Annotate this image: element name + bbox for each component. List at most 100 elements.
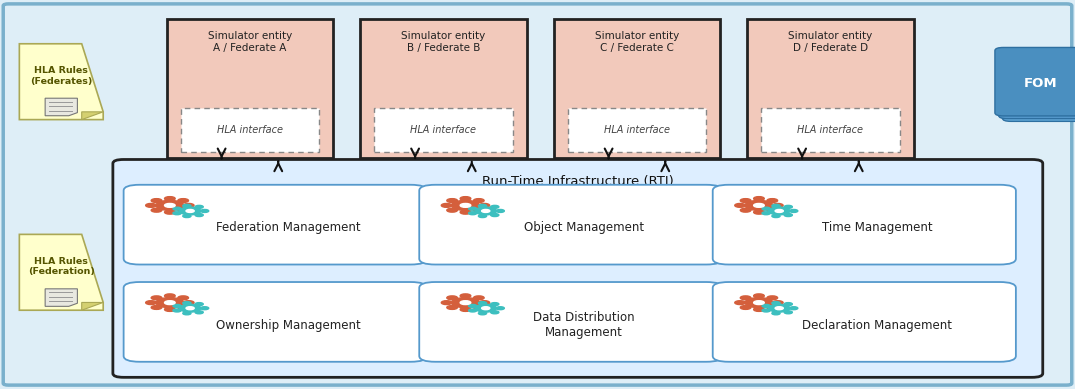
Circle shape bbox=[152, 305, 162, 309]
FancyBboxPatch shape bbox=[124, 282, 427, 362]
Circle shape bbox=[452, 298, 479, 308]
Circle shape bbox=[766, 296, 777, 300]
Circle shape bbox=[164, 203, 175, 207]
Circle shape bbox=[447, 296, 458, 300]
Circle shape bbox=[195, 311, 203, 314]
FancyBboxPatch shape bbox=[568, 108, 706, 152]
Circle shape bbox=[186, 209, 195, 212]
Circle shape bbox=[773, 203, 783, 207]
Circle shape bbox=[784, 205, 792, 209]
FancyBboxPatch shape bbox=[713, 282, 1016, 362]
FancyBboxPatch shape bbox=[360, 19, 527, 158]
FancyBboxPatch shape bbox=[419, 185, 722, 265]
Circle shape bbox=[741, 305, 751, 309]
FancyBboxPatch shape bbox=[181, 108, 319, 152]
Circle shape bbox=[773, 301, 783, 305]
Circle shape bbox=[452, 200, 479, 210]
Text: Time Management: Time Management bbox=[822, 221, 932, 234]
Polygon shape bbox=[45, 289, 77, 307]
FancyBboxPatch shape bbox=[1003, 53, 1075, 121]
Circle shape bbox=[762, 309, 770, 312]
Circle shape bbox=[469, 207, 476, 210]
Circle shape bbox=[460, 197, 471, 200]
Text: Simulator entity
C / Federate C: Simulator entity C / Federate C bbox=[594, 31, 679, 53]
Circle shape bbox=[754, 294, 764, 298]
FancyBboxPatch shape bbox=[167, 19, 333, 158]
Circle shape bbox=[177, 208, 188, 212]
Circle shape bbox=[772, 204, 780, 207]
FancyBboxPatch shape bbox=[419, 282, 722, 362]
Circle shape bbox=[195, 214, 203, 217]
Circle shape bbox=[762, 207, 770, 210]
Circle shape bbox=[460, 203, 471, 207]
Circle shape bbox=[478, 301, 487, 305]
Circle shape bbox=[775, 209, 784, 212]
Circle shape bbox=[186, 307, 195, 310]
Circle shape bbox=[195, 303, 203, 306]
Circle shape bbox=[769, 207, 790, 215]
FancyBboxPatch shape bbox=[3, 4, 1072, 385]
FancyBboxPatch shape bbox=[713, 185, 1016, 265]
Circle shape bbox=[475, 207, 497, 215]
Circle shape bbox=[741, 199, 751, 203]
Text: Simulator entity
D / Federate D: Simulator entity D / Federate D bbox=[788, 31, 873, 53]
Text: Data Distribution
Management: Data Distribution Management bbox=[533, 311, 634, 339]
Circle shape bbox=[772, 312, 780, 315]
Text: HLA interface: HLA interface bbox=[217, 125, 283, 135]
Circle shape bbox=[460, 308, 471, 311]
Circle shape bbox=[183, 312, 191, 315]
Circle shape bbox=[479, 203, 489, 207]
Circle shape bbox=[460, 294, 471, 298]
Circle shape bbox=[490, 205, 499, 209]
Circle shape bbox=[469, 305, 476, 307]
Circle shape bbox=[479, 301, 489, 305]
Text: Simulator entity
B / Federate B: Simulator entity B / Federate B bbox=[401, 31, 486, 53]
FancyBboxPatch shape bbox=[995, 47, 1075, 116]
Circle shape bbox=[741, 208, 751, 212]
Circle shape bbox=[754, 301, 764, 305]
Text: HLA interface: HLA interface bbox=[411, 125, 476, 135]
Circle shape bbox=[447, 199, 458, 203]
Circle shape bbox=[769, 304, 790, 312]
Circle shape bbox=[775, 307, 784, 310]
Polygon shape bbox=[82, 303, 103, 310]
Circle shape bbox=[497, 307, 504, 310]
Circle shape bbox=[183, 204, 191, 207]
FancyBboxPatch shape bbox=[374, 108, 513, 152]
Circle shape bbox=[442, 203, 452, 207]
Circle shape bbox=[772, 215, 780, 217]
Circle shape bbox=[152, 208, 162, 212]
Circle shape bbox=[164, 197, 175, 200]
Text: Declaration Management: Declaration Management bbox=[802, 319, 952, 331]
Circle shape bbox=[754, 197, 764, 200]
Circle shape bbox=[766, 305, 777, 309]
Circle shape bbox=[741, 296, 751, 300]
Circle shape bbox=[180, 304, 201, 312]
Circle shape bbox=[177, 305, 188, 309]
Circle shape bbox=[784, 303, 792, 306]
Circle shape bbox=[754, 210, 764, 214]
Circle shape bbox=[735, 301, 745, 305]
Circle shape bbox=[790, 307, 798, 310]
Circle shape bbox=[173, 309, 181, 312]
Circle shape bbox=[180, 207, 201, 215]
Circle shape bbox=[784, 311, 792, 314]
Polygon shape bbox=[19, 44, 103, 120]
Text: FOM: FOM bbox=[1023, 77, 1057, 90]
Circle shape bbox=[152, 296, 162, 300]
Text: Federation Management: Federation Management bbox=[216, 221, 360, 234]
Circle shape bbox=[201, 209, 209, 212]
Circle shape bbox=[201, 307, 209, 310]
Circle shape bbox=[177, 296, 188, 300]
Text: HLA interface: HLA interface bbox=[798, 125, 863, 135]
Circle shape bbox=[184, 301, 194, 305]
Circle shape bbox=[478, 204, 487, 207]
Circle shape bbox=[766, 199, 777, 203]
Circle shape bbox=[478, 312, 487, 315]
FancyBboxPatch shape bbox=[761, 108, 900, 152]
Circle shape bbox=[156, 298, 184, 308]
Circle shape bbox=[146, 301, 156, 305]
Circle shape bbox=[460, 301, 471, 305]
Circle shape bbox=[146, 203, 156, 207]
Circle shape bbox=[754, 308, 764, 311]
